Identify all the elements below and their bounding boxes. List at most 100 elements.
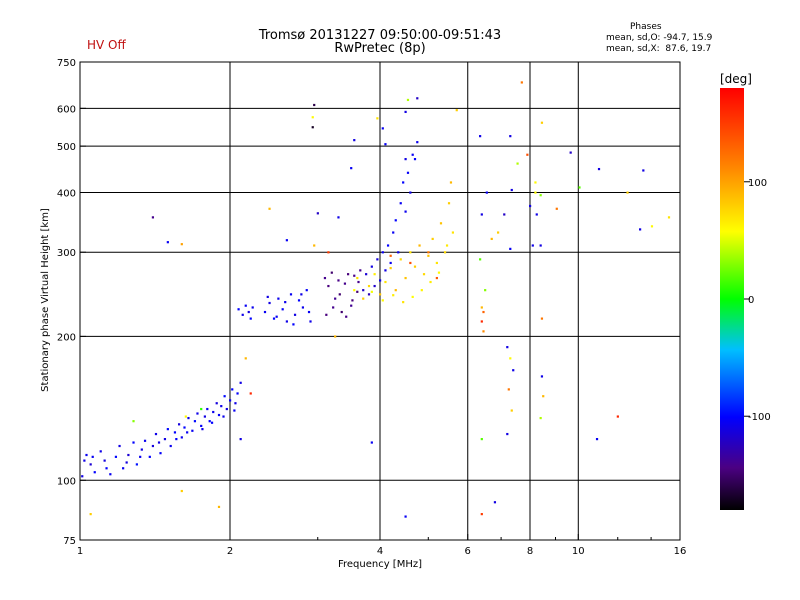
- echo-point: [325, 313, 328, 316]
- echo-point: [268, 207, 271, 210]
- echo-point: [539, 416, 542, 420]
- echo-point: [510, 409, 513, 412]
- echo-point: [293, 313, 297, 316]
- echo-point: [422, 273, 426, 276]
- echo-point: [236, 392, 239, 395]
- echo-point: [555, 207, 558, 210]
- echo-point: [229, 399, 232, 402]
- echo-point: [350, 167, 353, 170]
- echo-point: [85, 453, 88, 457]
- echo-point: [578, 186, 581, 189]
- hv-status-label: HV Off: [87, 38, 126, 52]
- echo-point: [379, 293, 382, 296]
- echo-point: [203, 415, 206, 418]
- echo-point: [184, 415, 187, 418]
- y-tick-label: 400: [57, 188, 76, 199]
- echo-point: [416, 141, 419, 144]
- echo-point: [597, 167, 601, 171]
- echo-point: [337, 216, 340, 219]
- echo-point: [93, 471, 96, 474]
- echo-point: [379, 279, 382, 282]
- colorbar-tick-label: -100: [748, 412, 771, 423]
- colorbar-ticks: 100 0 -100: [744, 178, 771, 423]
- x-tick-label: 4: [377, 546, 383, 557]
- echo-point: [516, 162, 519, 165]
- echo-point: [118, 444, 121, 448]
- echo-point: [309, 320, 312, 323]
- echo-point: [343, 282, 347, 285]
- echo-point: [151, 444, 155, 448]
- echo-point: [539, 194, 542, 197]
- echo-point: [394, 219, 397, 222]
- echo-point: [404, 515, 407, 518]
- echo-point: [397, 251, 400, 254]
- echo-point: [535, 213, 538, 216]
- echo-point: [210, 421, 214, 424]
- echo-point: [509, 135, 512, 138]
- echo-point: [447, 202, 451, 205]
- echo-point: [186, 431, 189, 434]
- echo-point: [534, 181, 537, 184]
- echo-point: [479, 135, 482, 138]
- echo-point: [284, 301, 287, 304]
- echo-point: [542, 395, 545, 398]
- echo-point: [480, 513, 483, 516]
- echo-point: [166, 428, 169, 431]
- echo-point: [540, 375, 544, 378]
- echo-point: [534, 191, 537, 194]
- echo-point: [266, 295, 269, 299]
- echo-point: [642, 169, 645, 172]
- echo-point: [191, 429, 194, 432]
- echo-point: [285, 320, 288, 323]
- echo-point: [506, 346, 509, 349]
- echo-point: [482, 330, 485, 333]
- echo-point: [175, 437, 178, 441]
- echo-point: [139, 455, 142, 458]
- echo-point: [667, 216, 671, 219]
- echo-point: [208, 420, 211, 423]
- echo-point: [394, 289, 397, 292]
- echo-point: [416, 97, 419, 100]
- echo-point: [373, 284, 376, 288]
- echo-point: [135, 463, 138, 466]
- echo-point: [506, 432, 509, 436]
- echo-point: [526, 153, 529, 156]
- echo-point: [109, 473, 112, 476]
- echo-point: [239, 437, 242, 441]
- echo-point: [281, 308, 284, 311]
- echo-point: [249, 317, 252, 320]
- echo-point: [233, 409, 236, 412]
- echo-point: [484, 289, 487, 292]
- echo-point: [334, 297, 337, 300]
- echo-point: [650, 225, 654, 228]
- echo-point: [540, 121, 544, 124]
- x-axis-label: Frequency [MHz]: [338, 559, 422, 570]
- echo-point: [357, 280, 360, 284]
- echo-point: [413, 158, 417, 161]
- echo-point: [356, 290, 359, 293]
- echo-point: [437, 271, 441, 274]
- echo-point: [334, 335, 337, 338]
- echo-point: [376, 258, 379, 261]
- colorbar-tick-label: 100: [748, 178, 767, 189]
- echo-point: [353, 274, 356, 277]
- echo-point: [490, 237, 493, 241]
- y-axis-label: Stationary phase Virtual Height [km]: [40, 208, 51, 392]
- echo-point: [105, 467, 108, 470]
- echo-point: [365, 273, 368, 276]
- echo-point: [402, 301, 405, 304]
- echo-point: [89, 513, 92, 516]
- echo-point: [411, 295, 414, 299]
- echo-point: [509, 247, 512, 250]
- echo-point: [381, 251, 384, 254]
- echo-point: [350, 304, 353, 307]
- echo-point: [180, 489, 183, 493]
- echo-point: [540, 317, 544, 320]
- colorbar: [720, 88, 744, 510]
- echo-point: [404, 276, 407, 280]
- echo-point: [384, 280, 387, 284]
- echo-point: [330, 271, 333, 274]
- echo-point: [251, 306, 254, 309]
- echo-point: [215, 402, 218, 405]
- echo-point: [509, 357, 512, 360]
